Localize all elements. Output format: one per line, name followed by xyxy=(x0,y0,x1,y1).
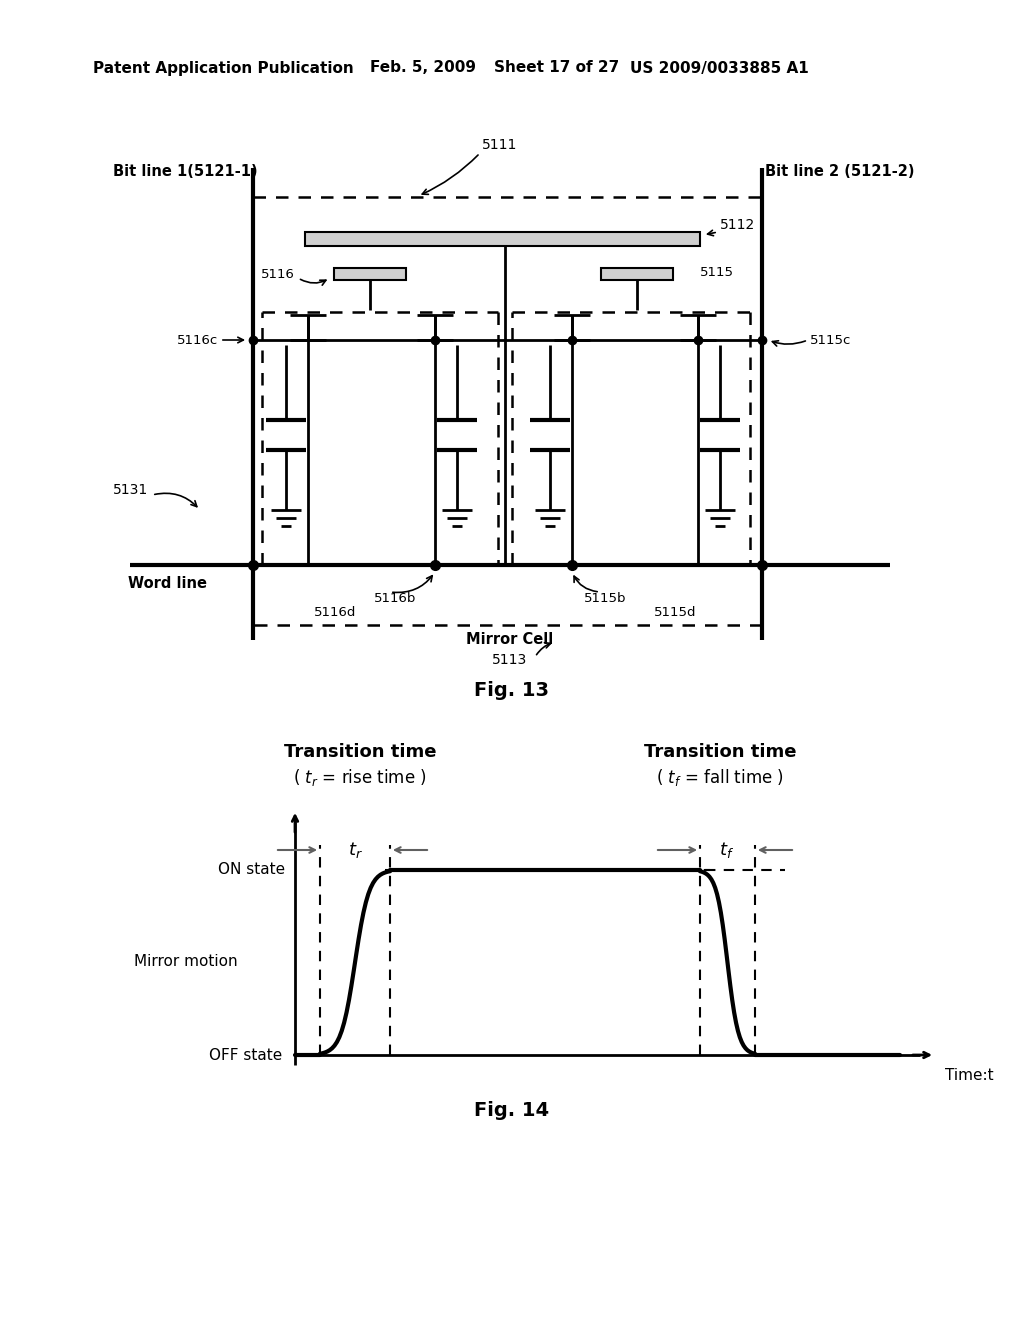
Text: 5116: 5116 xyxy=(261,268,295,281)
Text: 5116b: 5116b xyxy=(374,591,416,605)
Polygon shape xyxy=(334,268,406,280)
Text: ON state: ON state xyxy=(218,862,285,878)
Text: Mirror motion: Mirror motion xyxy=(134,954,238,969)
Text: Bit line 2 (5121-2): Bit line 2 (5121-2) xyxy=(765,165,914,180)
Text: 5116d: 5116d xyxy=(313,606,356,619)
Text: OFF state: OFF state xyxy=(209,1048,282,1063)
Text: 5113: 5113 xyxy=(493,653,527,667)
Text: $t_f$: $t_f$ xyxy=(720,840,734,861)
Text: 5115d: 5115d xyxy=(653,606,696,619)
Text: 5115: 5115 xyxy=(700,265,734,279)
Text: 5115c: 5115c xyxy=(810,334,851,346)
Text: Fig. 14: Fig. 14 xyxy=(474,1101,550,1119)
Text: Feb. 5, 2009: Feb. 5, 2009 xyxy=(370,61,476,75)
Text: US 2009/0033885 A1: US 2009/0033885 A1 xyxy=(630,61,809,75)
Text: Sheet 17 of 27: Sheet 17 of 27 xyxy=(494,61,620,75)
Text: Word line: Word line xyxy=(128,576,208,590)
Text: Transition time: Transition time xyxy=(644,743,797,762)
Polygon shape xyxy=(305,232,700,246)
Text: Fig. 13: Fig. 13 xyxy=(474,681,550,700)
Text: ( $t_f$ = fall time ): ( $t_f$ = fall time ) xyxy=(656,767,784,788)
Text: Patent Application Publication: Patent Application Publication xyxy=(93,61,353,75)
Text: Time:t: Time:t xyxy=(945,1068,993,1082)
Text: Mirror Cell: Mirror Cell xyxy=(466,632,554,648)
Text: Mirror: Mirror xyxy=(476,231,527,247)
Text: Bit line 1(5121-1): Bit line 1(5121-1) xyxy=(113,165,257,180)
Text: ( $t_r$ = rise time ): ( $t_r$ = rise time ) xyxy=(293,767,427,788)
Text: 5112: 5112 xyxy=(720,218,756,232)
Text: 5131: 5131 xyxy=(113,483,148,498)
Text: $t_r$: $t_r$ xyxy=(347,840,362,861)
Text: 5111: 5111 xyxy=(482,139,518,152)
Polygon shape xyxy=(601,268,673,280)
Text: 5116c: 5116c xyxy=(177,334,218,346)
Text: 5115b: 5115b xyxy=(584,591,627,605)
Text: Transition time: Transition time xyxy=(284,743,436,762)
